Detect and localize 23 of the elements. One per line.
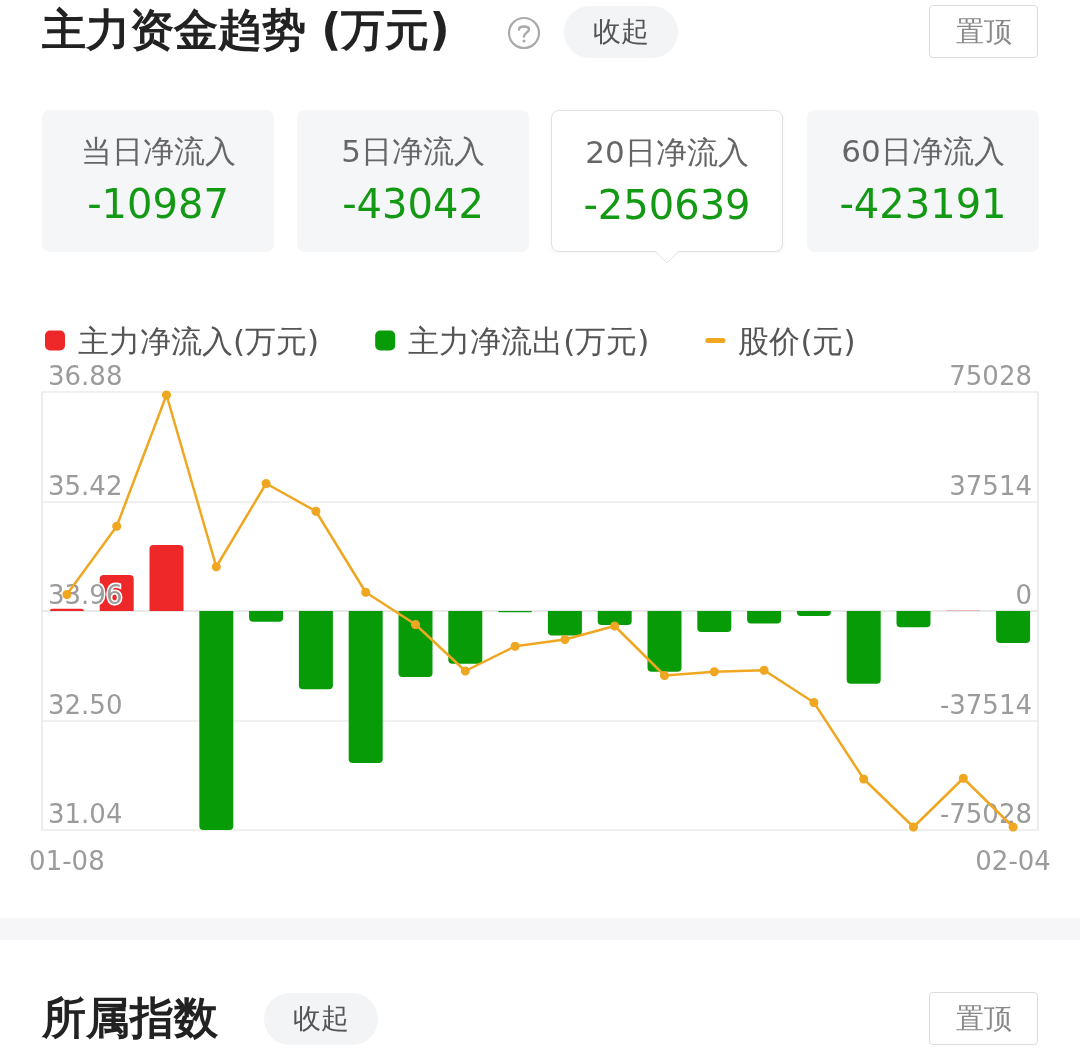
y-tick-label: 32.50 bbox=[48, 689, 123, 720]
stat-card: 5日净流入 -43042 bbox=[297, 110, 529, 252]
y2-tick-label: 75028 bbox=[949, 361, 1032, 391]
pin-to-top-button: 置顶 bbox=[929, 992, 1038, 1045]
legend-label: 股价(元) bbox=[738, 322, 856, 359]
y-tick-label: 36.88 bbox=[48, 361, 123, 391]
stat-card: 20日净流入 -250639 bbox=[551, 110, 783, 252]
chart-title: 主力资金趋势 (万元) bbox=[42, 3, 450, 57]
collapse-button: 收起 bbox=[564, 6, 678, 58]
legend-label: 主力净流入(万元) bbox=[78, 322, 320, 359]
pin-to-top-button: 置顶 bbox=[929, 5, 1038, 58]
stat-card: 60日净流入 -423191 bbox=[807, 110, 1039, 252]
y-tick-label: 35.42 bbox=[48, 470, 123, 501]
y2-tick-label: 0 bbox=[1015, 580, 1032, 610]
y-tick-label: 31.04 bbox=[48, 799, 123, 829]
x-tick-label: 02-04 bbox=[975, 846, 1051, 876]
legend-label: 主力净流出(万元) bbox=[408, 322, 650, 359]
y2-tick-label: -37514 bbox=[939, 689, 1032, 720]
y2-tick-label: 37514 bbox=[949, 470, 1032, 501]
collapse-button: 收起 bbox=[264, 993, 378, 1045]
x-tick-label: 01-08 bbox=[29, 846, 105, 876]
text: 所属指数 bbox=[42, 991, 218, 1045]
stat-card: 当日净流入 -10987 bbox=[42, 110, 274, 252]
